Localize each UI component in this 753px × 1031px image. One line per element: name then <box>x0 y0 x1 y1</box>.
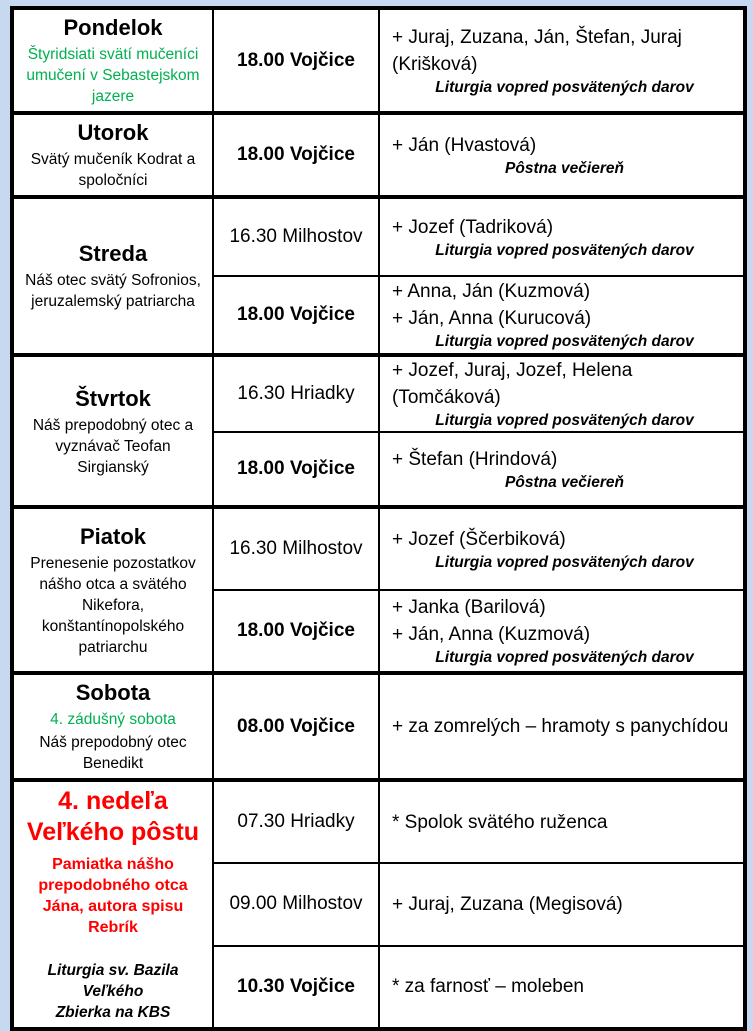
intentions-cell: * Spolok svätého ruženca <box>380 782 743 863</box>
day-feast: Štyridsiati svätí mučeníci umučení v Seb… <box>26 46 200 105</box>
day-name: Piatok <box>79 523 147 549</box>
intentions-cell: + Juraj, Zuzana, Ján, Štefan, Juraj (Kri… <box>380 10 743 111</box>
day-feast: Náš prepodobný otec a vyznávač Teofan Si… <box>32 416 194 476</box>
intention-line: * za farnosť – moleben <box>392 976 584 998</box>
service-slot: 18.00 Vojčice + Juraj, Zuzana, Ján, Štef… <box>214 10 743 111</box>
day-row-piatok: Piatok Prenesenie pozostatkov nášho otca… <box>14 505 743 671</box>
service-note: Liturgia vopred posvätených darov <box>435 241 694 259</box>
intentions-cell: + Juraj, Zuzana (Megisová) <box>380 864 743 945</box>
intentions-cell: + Ján (Hvastová) Pôstna večiereň <box>380 115 743 195</box>
intentions-cell: + Jozef, Juraj, Jozef, Helena (Tomčáková… <box>380 357 743 431</box>
day-name: Utorok <box>77 120 149 145</box>
day-slots: 16.30 Milhostov + Jozef (Tadriková) Litu… <box>214 199 743 353</box>
time-location: 18.00 Vojčice <box>214 10 380 111</box>
liturgical-schedule-page: Pondelok Štyridsiati svätí mučeníci umuč… <box>10 6 747 1031</box>
intention-line: + Juraj, Zuzana (Megisová) <box>392 893 623 915</box>
service-note: Liturgia vopred posvätených darov <box>435 412 694 429</box>
intention-line: + za zomrelých – hramoty s panychídou <box>392 716 729 737</box>
day-feast: Náš prepodobný otec Benedikt <box>39 734 187 772</box>
day-row-pondelok: Pondelok Štyridsiati svätí mučeníci umuč… <box>14 10 743 111</box>
time-location: 10.30 Vojčice <box>214 946 380 1027</box>
service-note: Liturgia vopred posvätených darov <box>435 333 694 350</box>
intention-line: + Jozef (Ščerbiková) <box>392 528 566 550</box>
intention-line: + Janka (Barilová) <box>392 597 546 618</box>
service-slot: 18.00 Vojčice + Ján (Hvastová) Pôstna ve… <box>214 115 743 195</box>
intention-line: + Anna, Ján (Kuzmová) <box>392 281 591 302</box>
day-row-nedela: 4. nedeľa Veľkého pôstu Pamiatka nášho p… <box>14 778 743 1027</box>
day-cell: Streda Náš otec svätý Sofronios, jeruzal… <box>14 199 214 353</box>
intention-line: + Ján (Hvastová) <box>392 134 537 156</box>
day-slots: 08.00 Vojčice + za zomrelých – hramoty s… <box>214 675 743 778</box>
intentions-cell: + Jozef (Ščerbiková) Liturgia vopred pos… <box>380 509 743 589</box>
service-slot: 18.00 Vojčice + Anna, Ján (Kuzmová) + Já… <box>214 275 743 353</box>
intentions-cell: * za farnosť – moleben <box>380 946 743 1027</box>
service-slot: 10.30 Vojčice * za farnosť – moleben <box>214 944 743 1027</box>
liturgy-note-line: Zbierka na KBS <box>55 1004 171 1021</box>
day-cell: Utorok Svätý mučeník Kodrat a spoločníci <box>14 115 214 195</box>
time-location: 16.30 Milhostov <box>214 199 380 275</box>
time-location: 07.30 Hriadky <box>214 782 380 863</box>
day-feast: Prenesenie pozostatkov nášho otca a svät… <box>30 554 196 656</box>
day-name: Štvrtok <box>75 385 151 411</box>
service-note: Liturgia vopred posvätených darov <box>435 553 694 571</box>
day-row-sobota: Sobota 4. zádušný sobota Náš prepodobný … <box>14 671 743 778</box>
intentions-cell: + Janka (Barilová) + Ján, Anna (Kuzmová)… <box>380 591 743 671</box>
day-row-streda: Streda Náš otec svätý Sofronios, jeruzal… <box>14 195 743 353</box>
day-feast: Náš otec svätý Sofronios, jeruzalemský p… <box>25 272 201 310</box>
day-name: Streda <box>78 241 148 266</box>
service-slot: 07.30 Hriadky * Spolok svätého ruženca <box>214 782 743 863</box>
day-slots: 18.00 Vojčice + Ján (Hvastová) Pôstna ve… <box>214 115 743 195</box>
service-slot: 18.00 Vojčice + Janka (Barilová) + Ján, … <box>214 589 743 671</box>
day-cell: Štvrtok Náš prepodobný otec a vyznávač T… <box>14 357 214 505</box>
day-slots: 18.00 Vojčice + Juraj, Zuzana, Ján, Štef… <box>214 10 743 111</box>
day-cell: 4. nedeľa Veľkého pôstu Pamiatka nášho p… <box>14 782 214 1027</box>
service-note: Liturgia vopred posvätených darov <box>435 78 694 96</box>
service-note: Liturgia vopred posvätených darov <box>435 649 694 666</box>
service-slot: 16.30 Hriadky + Jozef, Juraj, Jozef, Hel… <box>214 357 743 431</box>
intentions-cell: + za zomrelých – hramoty s panychídou <box>380 675 743 778</box>
service-slot: 18.00 Vojčice + Štefan (Hrindová) Pôstna… <box>214 431 743 505</box>
intentions-cell: + Štefan (Hrindová) Pôstna večiereň <box>380 433 743 505</box>
liturgy-note: Liturgia sv. Bazila Veľkého Zbierka na K… <box>20 960 206 1023</box>
day-special: 4. zádušný sobota <box>50 711 176 728</box>
time-location: 16.30 Milhostov <box>214 509 380 589</box>
day-row-stvrtok: Štvrtok Náš prepodobný otec a vyznávač T… <box>14 353 743 505</box>
liturgy-note-line: Liturgia sv. Bazila Veľkého <box>47 962 179 1000</box>
day-cell: Sobota 4. zádušný sobota Náš prepodobný … <box>14 675 214 778</box>
time-location: 18.00 Vojčice <box>214 277 380 353</box>
intention-line: + Ján, Anna (Kuzmová) <box>392 624 591 645</box>
intention-line: + Juraj, Zuzana, Ján, Štefan, Juraj (Kri… <box>392 26 682 75</box>
day-cell: Piatok Prenesenie pozostatkov nášho otca… <box>14 509 214 671</box>
time-location: 16.30 Hriadky <box>214 357 380 431</box>
time-location: 18.00 Vojčice <box>214 115 380 195</box>
service-slot: 16.30 Milhostov + Jozef (Tadriková) Litu… <box>214 199 743 275</box>
service-note: Pôstna večiereň <box>505 159 624 177</box>
day-row-utorok: Utorok Svätý mučeník Kodrat a spoločníci… <box>14 111 743 195</box>
intentions-cell: + Anna, Ján (Kuzmová) + Ján, Anna (Kuruc… <box>380 277 743 353</box>
time-location: 18.00 Vojčice <box>214 591 380 671</box>
day-feast: Svätý mučeník Kodrat a spoločníci <box>30 151 196 189</box>
time-location: 18.00 Vojčice <box>214 433 380 505</box>
intention-line: + Jozef (Tadriková) <box>392 216 554 238</box>
intention-line: + Jozef, Juraj, Jozef, Helena (Tomčáková… <box>392 360 633 408</box>
liturgical-schedule-table: Pondelok Štyridsiati svätí mučeníci umuč… <box>10 6 747 1031</box>
intention-line: + Ján, Anna (Kurucová) <box>392 308 592 329</box>
day-feast: Pamiatka nášho prepodobného otca Jána, a… <box>38 856 188 936</box>
time-location: 08.00 Vojčice <box>214 675 380 778</box>
intentions-cell: + Jozef (Tadriková) Liturgia vopred posv… <box>380 199 743 275</box>
day-cell: Pondelok Štyridsiati svätí mučeníci umuč… <box>14 10 214 111</box>
day-name: Sobota <box>75 680 151 705</box>
day-name: 4. nedeľa Veľkého pôstu <box>26 787 200 846</box>
day-slots: 07.30 Hriadky * Spolok svätého ruženca 0… <box>214 782 743 1027</box>
day-slots: 16.30 Milhostov + Jozef (Ščerbiková) Lit… <box>214 509 743 671</box>
time-location: 09.00 Milhostov <box>214 864 380 945</box>
day-slots: 16.30 Hriadky + Jozef, Juraj, Jozef, Hel… <box>214 357 743 505</box>
intention-line: + Štefan (Hrindová) <box>392 448 558 470</box>
intention-line: * Spolok svätého ruženca <box>392 811 608 833</box>
service-slot: 09.00 Milhostov + Juraj, Zuzana (Megisov… <box>214 862 743 945</box>
service-note: Pôstna večiereň <box>505 473 624 491</box>
day-name: Pondelok <box>63 15 163 40</box>
service-slot: 16.30 Milhostov + Jozef (Ščerbiková) Lit… <box>214 509 743 589</box>
service-slot: 08.00 Vojčice + za zomrelých – hramoty s… <box>214 675 743 778</box>
